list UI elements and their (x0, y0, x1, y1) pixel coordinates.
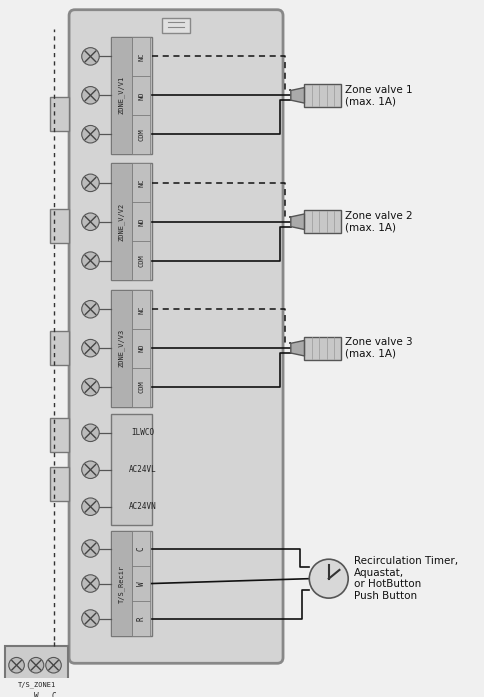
Text: W: W (33, 692, 38, 697)
Circle shape (81, 125, 99, 143)
Text: Recirculation Timer,
Aquastat,
or HotButton
Push Button: Recirculation Timer, Aquastat, or HotBut… (353, 556, 457, 601)
Text: NC: NC (138, 305, 144, 314)
Bar (132, 531, 150, 566)
Bar (304, 210, 341, 233)
Text: T/S_ZONE1: T/S_ZONE1 (17, 682, 56, 688)
Text: NO: NO (138, 217, 144, 226)
Circle shape (81, 86, 99, 104)
Bar (132, 566, 150, 601)
Text: NO: NO (138, 91, 144, 100)
Bar (162, 17, 189, 33)
Bar (132, 115, 150, 153)
Text: AC24VL: AC24VL (129, 465, 156, 474)
Bar (49, 98, 69, 131)
Text: R: R (136, 616, 145, 621)
Text: COM: COM (138, 128, 144, 141)
Polygon shape (290, 214, 304, 229)
Circle shape (309, 559, 348, 598)
Bar (5, 646, 68, 697)
Text: T/S_Recir: T/S_Recir (118, 565, 125, 603)
Circle shape (81, 461, 99, 479)
Circle shape (9, 657, 24, 673)
Bar (111, 414, 151, 525)
Bar (111, 531, 151, 636)
Bar (111, 290, 132, 406)
Bar (111, 163, 132, 280)
Text: COM: COM (138, 381, 144, 393)
Circle shape (81, 539, 99, 558)
Circle shape (81, 610, 99, 627)
Text: Zone valve 3
(max. 1A): Zone valve 3 (max. 1A) (345, 337, 412, 359)
Text: COM: COM (138, 254, 144, 267)
Text: ZONE_V/V3: ZONE_V/V3 (118, 329, 125, 367)
Circle shape (45, 657, 61, 673)
Text: Zone valve 1
(max. 1A): Zone valve 1 (max. 1A) (345, 84, 412, 106)
Text: NC: NC (138, 178, 144, 187)
Text: ILWCO: ILWCO (131, 428, 154, 437)
Bar (132, 241, 150, 280)
Bar (132, 367, 150, 406)
Circle shape (81, 47, 99, 65)
Bar (111, 163, 151, 280)
Circle shape (81, 378, 99, 396)
Text: Zone valve 2
(max. 1A): Zone valve 2 (max. 1A) (345, 211, 412, 233)
Bar (132, 76, 150, 115)
Bar (111, 290, 151, 406)
Bar (132, 601, 150, 636)
Bar (111, 37, 132, 153)
Text: ZONE_V/V1: ZONE_V/V1 (118, 76, 125, 114)
Circle shape (81, 498, 99, 516)
Text: ZONE_V/V2: ZONE_V/V2 (118, 203, 125, 241)
Circle shape (81, 424, 99, 441)
Bar (49, 467, 69, 501)
Polygon shape (290, 88, 304, 103)
Bar (132, 329, 150, 367)
Bar (132, 290, 150, 329)
Bar (49, 330, 69, 365)
Bar (304, 84, 341, 107)
FancyBboxPatch shape (69, 10, 283, 664)
Bar (49, 418, 69, 452)
Circle shape (81, 213, 99, 231)
Text: NO: NO (138, 344, 144, 353)
Bar (111, 37, 151, 153)
Text: C: C (136, 546, 145, 551)
Text: W: W (136, 581, 145, 586)
Polygon shape (290, 340, 304, 356)
Circle shape (81, 252, 99, 270)
Circle shape (81, 174, 99, 192)
Text: NC: NC (138, 52, 144, 61)
Bar (111, 531, 132, 636)
Text: AC24VN: AC24VN (129, 503, 156, 511)
Circle shape (81, 300, 99, 318)
Bar (132, 202, 150, 241)
Circle shape (28, 657, 44, 673)
Circle shape (81, 339, 99, 357)
Bar (132, 37, 150, 76)
Circle shape (81, 575, 99, 592)
Bar (304, 337, 341, 360)
Bar (132, 163, 150, 202)
Text: C: C (51, 692, 56, 697)
Bar (49, 209, 69, 243)
